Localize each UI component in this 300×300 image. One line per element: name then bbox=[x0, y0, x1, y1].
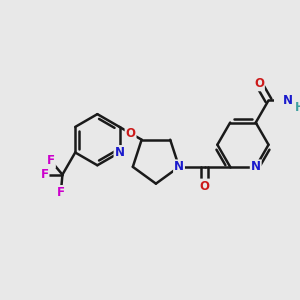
Text: F: F bbox=[40, 168, 49, 181]
Text: F: F bbox=[57, 186, 65, 199]
Text: F: F bbox=[47, 154, 55, 167]
Text: N: N bbox=[115, 146, 124, 159]
Text: H: H bbox=[295, 101, 300, 114]
Text: O: O bbox=[126, 127, 136, 140]
Text: N: N bbox=[251, 160, 261, 173]
Text: N: N bbox=[283, 94, 293, 107]
Text: O: O bbox=[200, 179, 210, 193]
Text: N: N bbox=[174, 160, 184, 173]
Text: O: O bbox=[254, 77, 264, 90]
